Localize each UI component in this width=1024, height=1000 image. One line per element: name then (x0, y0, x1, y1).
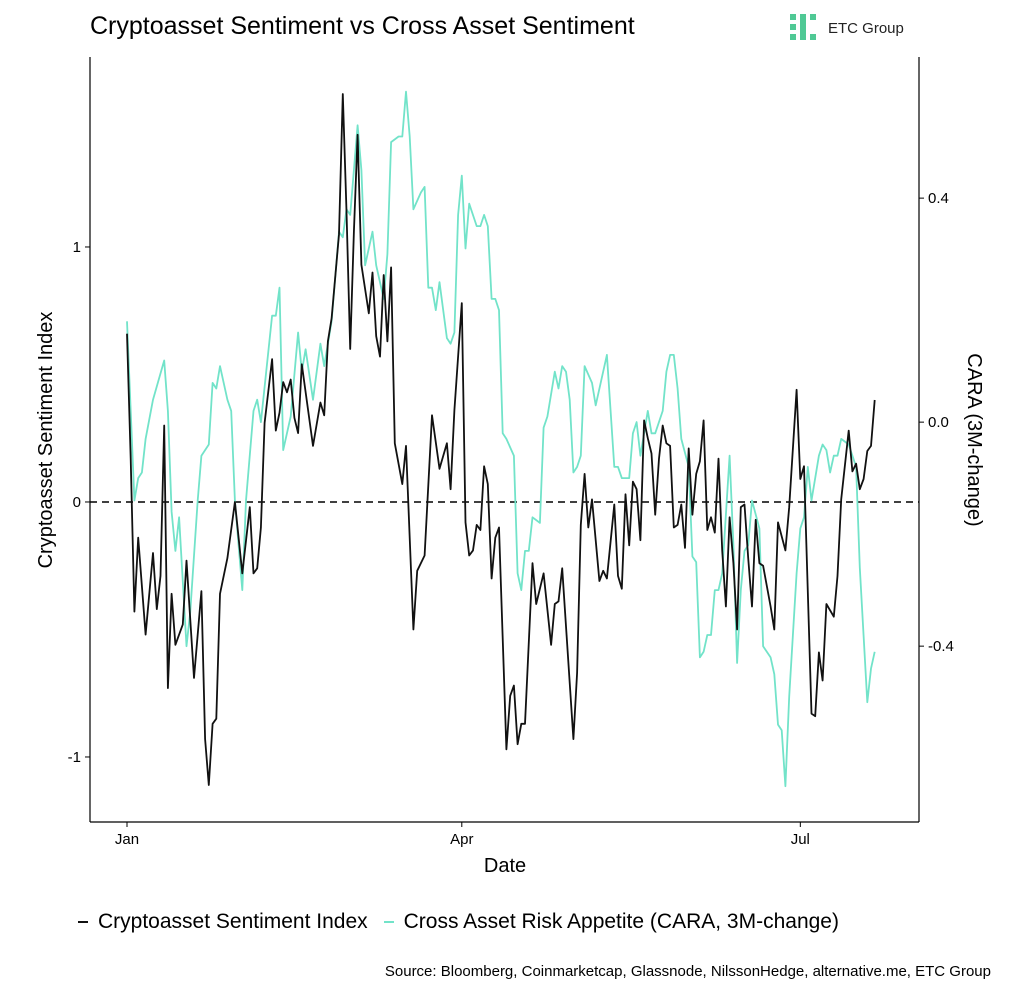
y-axis-title-left: Cryptoasset Sentiment Index (35, 312, 57, 569)
x-axis-title: Date (484, 855, 526, 877)
legend-item-cara: Cross Asset Risk Appetite (CARA, 3M-chan… (378, 910, 839, 934)
source-note: Source: Bloomberg, Coinmarketcap, Glassn… (384, 963, 991, 980)
x-tick-label: Jan (115, 831, 139, 848)
series-lines (90, 90, 919, 788)
etc-logo-icon (790, 14, 816, 40)
etc-group-logo: ETC Group (790, 14, 930, 46)
x-tick-label: Jul (791, 831, 810, 848)
y-tick-label-right: 0.4 (928, 190, 949, 207)
logo-text: ETC Group (828, 20, 904, 37)
y-tick-label-left: -1 (68, 749, 81, 766)
series-line-cara (126, 90, 876, 788)
legend: Cryptoasset Sentiment Index Cross Asset … (72, 910, 849, 934)
legend-swatch-crypto (78, 921, 88, 923)
chart-title: Cryptoasset Sentiment vs Cross Asset Sen… (90, 12, 635, 40)
axes: -1 0 1 -0.4 0.0 0.4 Jan Apr Jul (68, 57, 954, 848)
legend-label-crypto: Cryptoasset Sentiment Index (98, 910, 368, 933)
legend-label-cara: Cross Asset Risk Appetite (CARA, 3M-chan… (403, 910, 839, 933)
legend-swatch-cara (383, 921, 394, 923)
y-tick-label-left: 0 (73, 494, 81, 511)
y-tick-label-right: 0.0 (928, 414, 949, 431)
legend-item-crypto: Cryptoasset Sentiment Index (72, 910, 368, 934)
series-line-crypto-sentiment (126, 93, 876, 786)
x-tick-label: Apr (450, 831, 473, 848)
y-tick-label-right: -0.4 (928, 638, 954, 655)
y-tick-label-left: 1 (73, 239, 81, 256)
y-axis-title-right: CARA (3M-change) (963, 353, 985, 526)
